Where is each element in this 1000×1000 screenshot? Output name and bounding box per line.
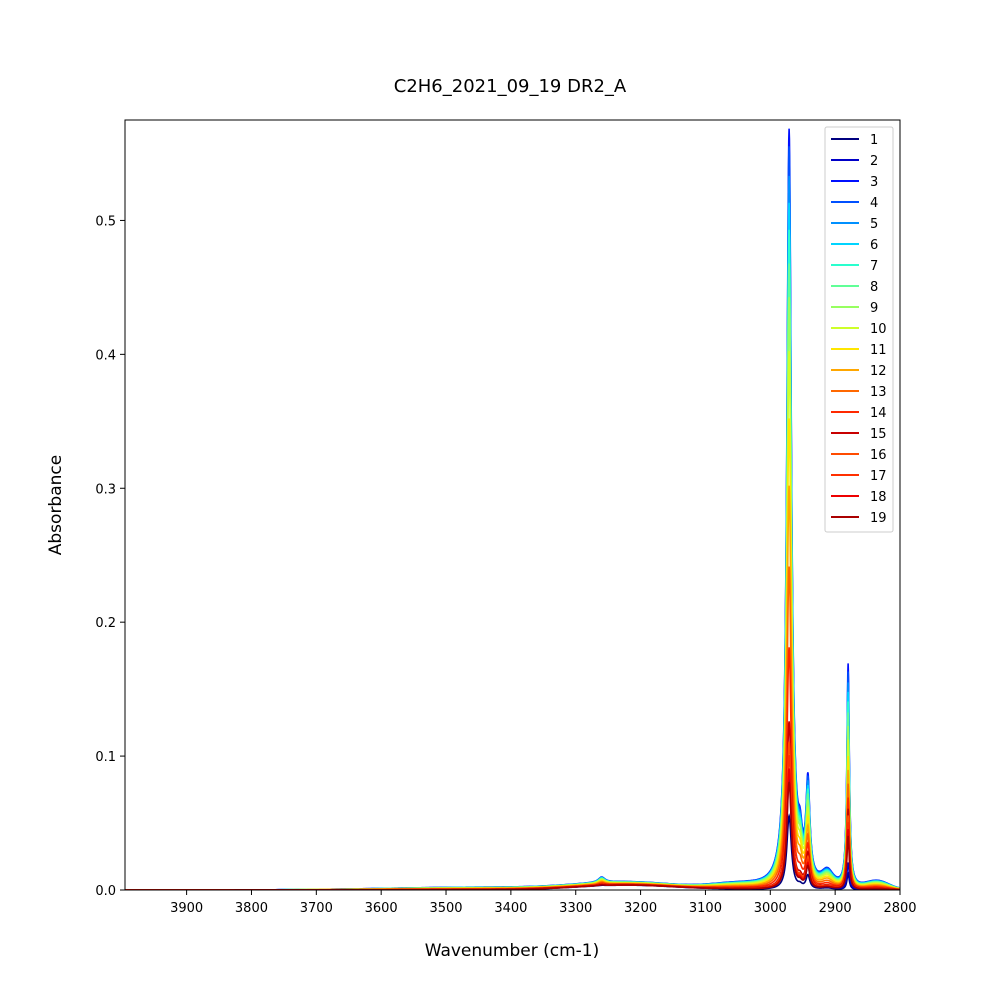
x-tick-label-3900: 3900 xyxy=(170,901,203,916)
x-tick-label-3200: 3200 xyxy=(624,901,657,916)
legend-label-7: 7 xyxy=(870,259,878,274)
legend-label-11: 11 xyxy=(870,343,887,358)
x-axis-label: Wavenumber (cm-1) xyxy=(425,941,600,961)
legend-label-3: 3 xyxy=(870,175,878,190)
y-tick-label-0.5: 0.5 xyxy=(95,214,116,229)
x-tick-label-3100: 3100 xyxy=(689,901,722,916)
x-tick-label-3600: 3600 xyxy=(365,901,398,916)
chart-title: C2H6_2021_09_19 DR2_A xyxy=(394,76,627,97)
x-tick-label-3300: 3300 xyxy=(559,901,592,916)
plot-frame xyxy=(124,119,901,891)
x-tick-label-3700: 3700 xyxy=(300,901,333,916)
legend-label-4: 4 xyxy=(870,196,878,211)
legend-label-9: 9 xyxy=(870,301,878,316)
legend-label-18: 18 xyxy=(870,490,887,505)
x-tick-label-3500: 3500 xyxy=(429,901,462,916)
x-tick-label-3800: 3800 xyxy=(235,901,268,916)
legend-label-10: 10 xyxy=(870,322,887,337)
y-tick-label-0.4: 0.4 xyxy=(95,348,116,363)
y-tick-label-0.2: 0.2 xyxy=(95,616,116,631)
x-tick-label-3400: 3400 xyxy=(494,901,527,916)
y-tick-label-0: 0.0 xyxy=(95,884,116,899)
legend-label-1: 1 xyxy=(870,133,878,148)
legend-label-6: 6 xyxy=(870,238,878,253)
legend-label-12: 12 xyxy=(870,364,887,379)
legend-label-13: 13 xyxy=(870,385,887,400)
legend-label-19: 19 xyxy=(870,511,887,526)
x-tick-label-2900: 2900 xyxy=(819,901,852,916)
legend-box xyxy=(824,126,894,533)
legend-label-8: 8 xyxy=(870,280,878,295)
x-tick-label-2800: 2800 xyxy=(883,901,916,916)
x-tick-label-3000: 3000 xyxy=(754,901,787,916)
y-tick-label-0.3: 0.3 xyxy=(95,482,116,497)
legend-label-17: 17 xyxy=(870,469,887,484)
legend-label-15: 15 xyxy=(870,427,887,442)
y-tick-label-0.1: 0.1 xyxy=(95,750,116,765)
legend-label-5: 5 xyxy=(870,217,878,232)
y-axis-label: Absorbance xyxy=(46,455,66,555)
legend-label-2: 2 xyxy=(870,154,878,169)
legend-label-16: 16 xyxy=(870,448,887,463)
legend-label-14: 14 xyxy=(870,406,887,421)
